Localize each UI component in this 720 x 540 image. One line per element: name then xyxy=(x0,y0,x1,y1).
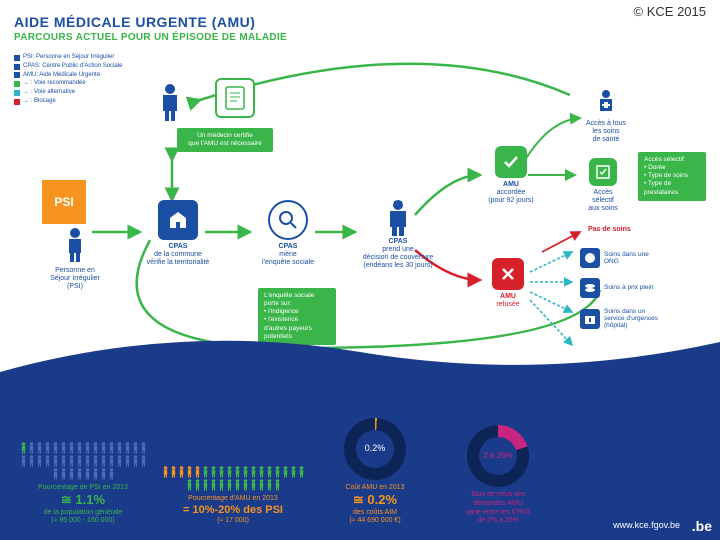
person-icon xyxy=(61,226,89,262)
official-icon xyxy=(383,198,413,236)
donut-cout: 0.2% xyxy=(344,418,406,480)
people-grid-1 xyxy=(18,442,148,480)
ong-icon xyxy=(580,248,600,268)
outcome-urgences: Soins dans un service d'urgences (hôpita… xyxy=(580,308,658,329)
donut-refus: 2 à 26% xyxy=(467,425,529,487)
node-amu-no: AMUrefusée xyxy=(478,258,538,309)
document-icon xyxy=(224,85,246,111)
node-acces-all: Accès à tousles soinsde santé xyxy=(576,88,636,144)
infographic-canvas: © KCE 2015 AIDE MÉDICALE URGENTE (AMU) P… xyxy=(0,0,720,540)
outcome-prix: Soins à prix plein xyxy=(580,278,654,298)
site-url: www.kce.fgov.be xyxy=(613,520,680,530)
label-no-care: Pas de soins xyxy=(588,226,631,233)
cross-icon xyxy=(500,266,516,282)
stat-refus: 2 à 26% Taux de refus des demandes AMU v… xyxy=(438,425,558,526)
people-grid-2 xyxy=(158,466,308,491)
stat-amu-pct: Pourcentage d'AMU en 2013 = 10%-20% des … xyxy=(158,466,308,526)
node-doctor xyxy=(190,78,280,121)
building-icon xyxy=(166,208,190,232)
hospital-icon xyxy=(580,309,600,329)
node-psi: Personne enSéjour Irrégulier(PSI) xyxy=(40,226,110,291)
filter-icon xyxy=(595,164,611,180)
check-icon xyxy=(502,153,520,171)
callout-cert: Un médecin certifieque l'AMU est nécessa… xyxy=(177,128,273,152)
node-amu-ok: AMUaccordée(pour 92 jours) xyxy=(478,146,544,205)
healthcare-icon xyxy=(593,88,619,120)
doctor-figure-icon xyxy=(156,82,184,122)
stat-psi-pct: Pourcentage de PSI en 2013 ≅ 1.1% de la … xyxy=(18,442,148,527)
callout-selectif: Accès sélectif: • Durée • Type de soins … xyxy=(638,152,706,201)
coins-icon xyxy=(580,278,600,298)
node-cpas-decision: CPASprend unedécision de couverture(endé… xyxy=(356,198,440,270)
node-cpas-territory: CPASde la communevérifie la territoriali… xyxy=(142,200,214,267)
node-cpas-enquete: CPASmènel'enquête sociale xyxy=(252,200,324,267)
be-logo: .be xyxy=(692,518,712,534)
outcome-ong: Soins dans une ONG xyxy=(580,248,658,268)
stat-cout: 0.2% Coût AMU en 2013 ≅ 0.2% des coûts A… xyxy=(320,418,430,527)
magnifier-icon xyxy=(277,209,299,231)
psi-badge: PSI xyxy=(42,180,86,224)
node-acces-selectif: Accèssélectifaux soins xyxy=(576,158,630,213)
footer-wave xyxy=(0,332,720,372)
